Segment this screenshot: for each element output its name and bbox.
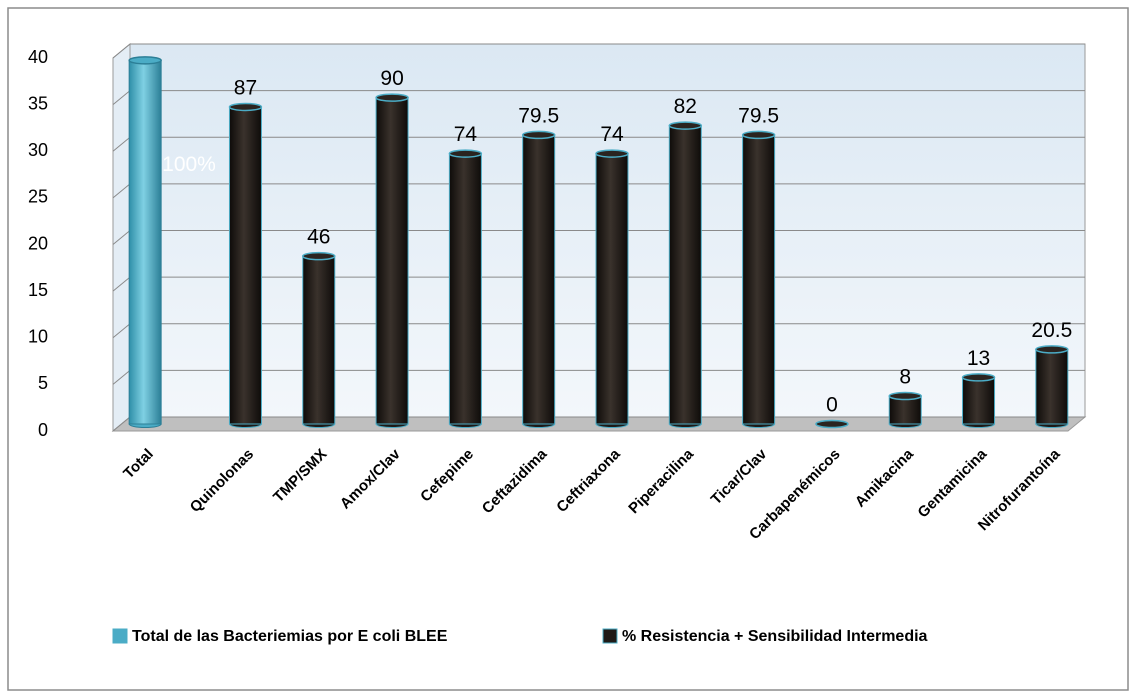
y-tick-label: 10	[28, 327, 48, 347]
bar	[128, 56, 162, 428]
value-label: 90	[380, 67, 403, 90]
bar-top	[448, 149, 483, 158]
bar-body	[1035, 348, 1069, 425]
legend-swatch	[602, 628, 618, 644]
grid-line-side	[112, 136, 131, 152]
bar	[375, 93, 409, 428]
y-tick-label: 40	[28, 47, 48, 67]
bar	[521, 130, 556, 428]
bar	[888, 391, 922, 428]
bar-body	[962, 376, 996, 425]
bar-top	[741, 130, 776, 140]
value-label: 82	[674, 95, 697, 118]
bar-body	[522, 134, 556, 425]
bar-top	[961, 373, 996, 382]
y-tick-label: 0	[38, 420, 48, 440]
y-tick-label: 5	[38, 373, 48, 393]
bar	[448, 149, 483, 428]
y-tick-label: 25	[28, 187, 48, 207]
value-label: 13	[967, 347, 990, 370]
value-label: 79.5	[518, 104, 559, 127]
grid-line-side	[112, 369, 131, 385]
legend-label: % Resistencia + Sensibilidad Intermedia	[622, 628, 928, 645]
grid-line-side	[112, 230, 131, 245]
bar	[741, 130, 776, 428]
bar-top	[1035, 345, 1069, 354]
bar-top	[302, 251, 336, 261]
legend-swatch	[112, 628, 128, 644]
bar	[815, 419, 849, 429]
grid-line-side	[112, 43, 131, 59]
value-label: 0	[826, 394, 838, 417]
value-label: 79.5	[738, 104, 779, 127]
grid-line-side	[112, 276, 131, 292]
value-label: 20.5	[1031, 319, 1072, 342]
value-label: 87	[234, 76, 257, 99]
bar-top	[228, 102, 263, 112]
bar-top	[521, 130, 556, 140]
y-tick-label: 20	[28, 233, 48, 253]
legend-label: Total de las Bacteriemias por E coli BLE…	[132, 628, 448, 645]
grid-line-side	[112, 416, 131, 432]
bar	[1035, 345, 1069, 428]
bar-body	[668, 125, 702, 425]
bar-top	[595, 149, 629, 158]
bar-top	[375, 93, 409, 102]
grid-line-side	[112, 90, 131, 106]
bar-body	[742, 134, 776, 425]
bar	[595, 149, 629, 428]
bar-top	[888, 391, 922, 401]
bar-body	[228, 106, 262, 425]
bar-body	[448, 153, 482, 425]
bar	[228, 102, 263, 428]
bar	[302, 251, 336, 428]
value-label: 74	[600, 123, 624, 146]
value-label: 46	[307, 226, 330, 249]
value-label: 74	[454, 123, 478, 146]
value-label: 8	[899, 366, 911, 389]
bar-top	[668, 121, 703, 130]
bar-top	[815, 419, 849, 429]
bar-body	[595, 153, 629, 425]
y-tick-label: 30	[28, 140, 48, 160]
y-tick-label: 15	[28, 280, 48, 300]
bar-body	[375, 97, 409, 425]
bar	[668, 121, 703, 428]
bar-top	[128, 56, 162, 65]
bar-body	[302, 255, 336, 425]
value-label: 100%	[162, 153, 216, 176]
grid-line-side	[112, 323, 131, 339]
y-tick-label: 35	[28, 93, 48, 113]
bar-body	[128, 59, 162, 425]
grid-line-side	[112, 183, 131, 199]
bar	[961, 373, 996, 428]
bar-body	[888, 395, 922, 425]
